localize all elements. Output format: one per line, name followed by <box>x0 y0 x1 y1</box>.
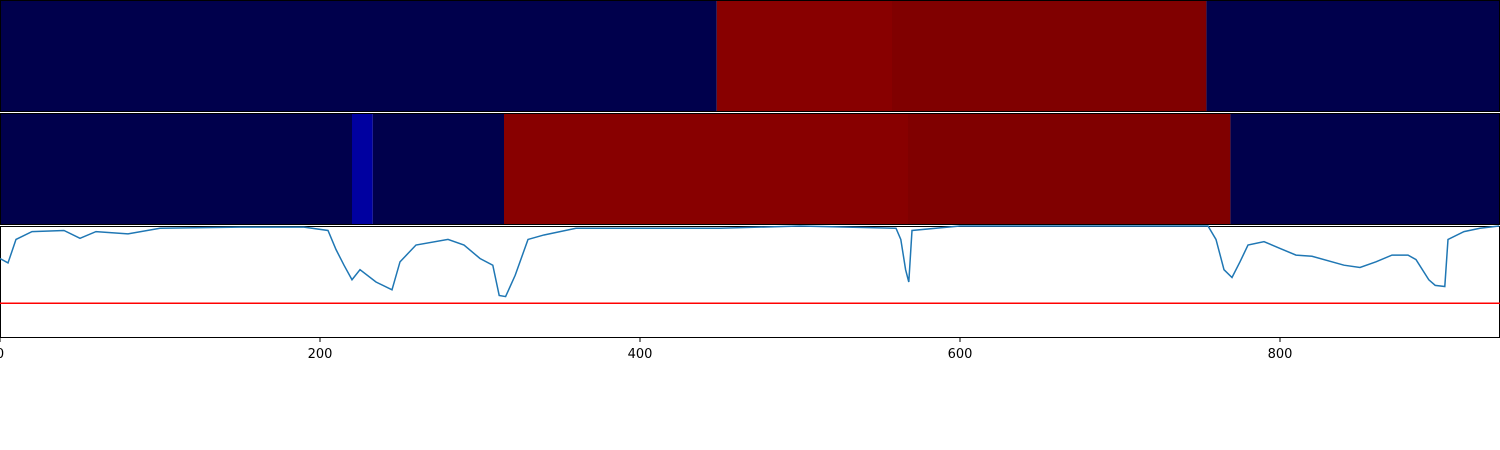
heatmap-cell <box>352 113 373 225</box>
x-tick-label: 400 <box>628 347 653 362</box>
heatmap-cell <box>908 113 1231 225</box>
x-tick-label: 600 <box>948 347 973 362</box>
heatmap-cell <box>504 113 908 225</box>
heatmap-cell <box>892 0 1207 112</box>
heatmap-cell <box>372 113 504 225</box>
data-line <box>0 225 1500 298</box>
x-tick-label: 800 <box>1268 347 1293 362</box>
panel-frame <box>0 226 1500 338</box>
heatmap-cell <box>0 113 352 225</box>
x-tick-label: 200 <box>308 347 333 362</box>
heatmap-cell <box>0 0 717 112</box>
x-tick-label: 0 <box>0 347 4 362</box>
heatmap-cell <box>716 0 892 112</box>
heatmap-cell <box>1206 0 1500 112</box>
heatmap-cell <box>1230 113 1500 225</box>
